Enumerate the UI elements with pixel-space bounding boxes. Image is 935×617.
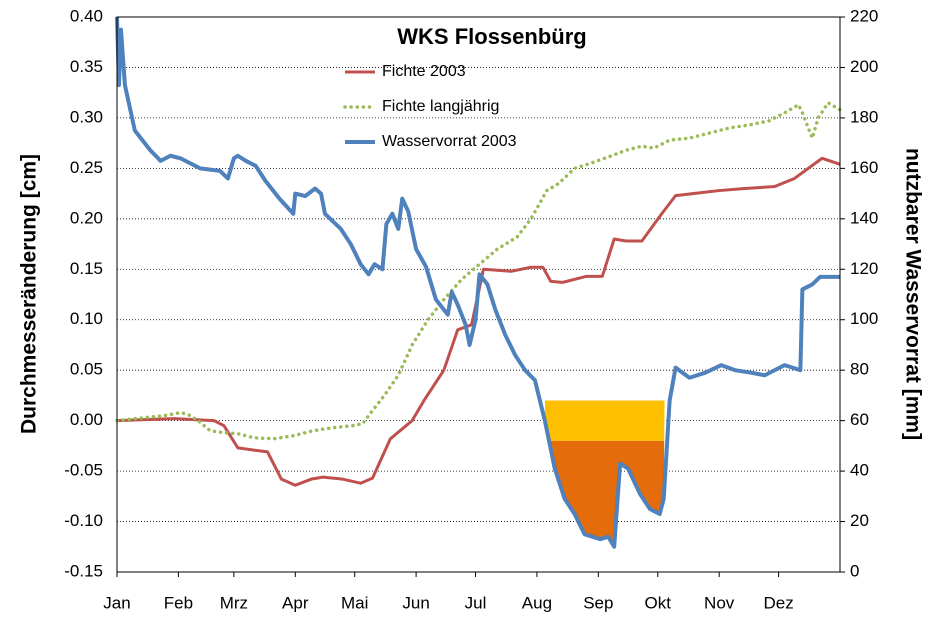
x-tick-label: Jun <box>402 593 429 612</box>
y-tick-label: 0.40 <box>70 6 103 25</box>
chart-title: WKS Flossenbürg <box>397 24 586 49</box>
x-tick-label: Apr <box>282 593 309 612</box>
legend-label: Wasservorrat 2003 <box>382 133 517 150</box>
y-tick-label: -0.05 <box>64 461 103 480</box>
x-tick-label: Dez <box>763 593 793 612</box>
y2-tick-label: 40 <box>850 461 869 480</box>
series-line <box>115 101 842 441</box>
x-tick-label: Jul <box>465 593 487 612</box>
x-tick-label: Mrz <box>220 593 248 612</box>
y2-tick-label: 100 <box>850 309 878 328</box>
deficit-band <box>544 400 665 441</box>
x-tick-label: Mai <box>341 593 368 612</box>
y2-tick-label: 160 <box>850 158 878 177</box>
y-tick-label: 0.25 <box>70 158 103 177</box>
y2-tick-label: 20 <box>850 511 869 530</box>
y2-tick-label: 140 <box>850 208 878 227</box>
y-tick-label: 0.30 <box>70 107 103 126</box>
y2-tick-label: 120 <box>850 259 878 278</box>
y2-tick-label: 220 <box>850 6 878 25</box>
legend-label: Fichte 2003 <box>382 63 466 80</box>
y-tick-label: 0.10 <box>70 309 103 328</box>
plot-frame <box>116 16 841 573</box>
y2-tick-label: 180 <box>850 107 878 126</box>
y-tick-label: 0.20 <box>70 208 103 227</box>
y2-axis-title: nutzbarer Wasservorrat [mm] <box>901 148 924 440</box>
x-tick-label: Sep <box>583 593 613 612</box>
x-tick-label: Okt <box>645 593 672 612</box>
y2-tick-label: 60 <box>850 410 869 429</box>
y-axis-title: Durchmesseränderung [cm] <box>18 154 41 434</box>
x-tick-label: Jan <box>103 593 130 612</box>
legend-label: Fichte langjährig <box>382 98 499 115</box>
y-tick-label: 0.00 <box>70 410 103 429</box>
x-tick-label: Aug <box>522 593 552 612</box>
series-line <box>116 156 841 487</box>
series-line <box>115 16 840 549</box>
y-tick-label: -0.15 <box>64 561 103 580</box>
y2-tick-label: 0 <box>850 561 859 580</box>
y2-tick-label: 80 <box>850 360 869 379</box>
y-tick-label: 0.15 <box>70 259 103 278</box>
y-tick-label: -0.10 <box>64 511 103 530</box>
y-tick-label: 0.05 <box>70 360 103 379</box>
x-tick-label: Feb <box>164 593 193 612</box>
x-tick-label: Nov <box>704 593 735 612</box>
y-tick-label: 0.35 <box>70 57 103 76</box>
y2-tick-label: 200 <box>850 57 878 76</box>
